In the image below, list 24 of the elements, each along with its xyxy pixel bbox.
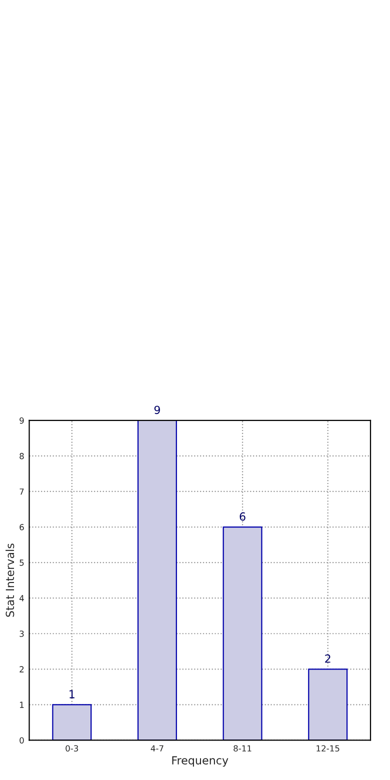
x-tick-label: 12-15 [316,745,340,752]
y-tick-label: 3 [20,630,24,637]
y-tick-label: 0 [20,737,24,744]
y-tick-label: 7 [20,488,24,495]
y-tick-label: 4 [19,595,24,602]
y-tick-label: 1 [20,702,24,708]
data-label: 1 [70,690,74,698]
data-label: 9 [154,406,160,414]
y-tick-label: 2 [20,666,24,672]
x-tick-label: 0-3 [66,745,78,752]
data-label: 6 [240,512,246,521]
bar [52,704,92,740]
y-tick-label: 5 [20,560,24,566]
data-label: 2 [325,654,330,663]
y-axis-title: Stat Intervals [6,544,14,617]
x-tick-label: 8-11 [234,745,252,752]
y-tick-label: 9 [20,417,24,424]
bar [137,420,177,740]
bar [308,668,348,740]
y-tick-label: 8 [20,452,24,460]
x-axis-title: Frequency [172,756,228,767]
y-tick-label: 6 [20,524,24,530]
bar [222,526,262,740]
x-tick-label: 4-7 [150,745,164,752]
